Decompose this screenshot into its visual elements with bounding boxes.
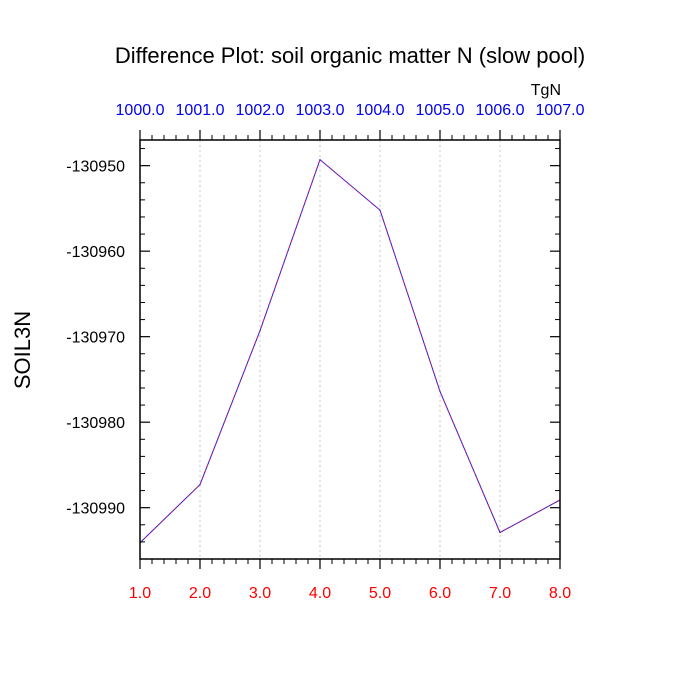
y-axis-label: SOIL3N (10, 311, 35, 389)
x-tick-label-bottom: 5.0 (369, 585, 391, 602)
chart-title: Difference Plot: soil organic matter N (… (115, 43, 585, 68)
x-tick-label-top: 1000.0 (116, 102, 165, 119)
data-point (319, 159, 321, 161)
x-tick-label-bottom: 2.0 (189, 585, 211, 602)
x-tick-label-bottom: 6.0 (429, 585, 451, 602)
plot-frame (139, 139, 561, 560)
series-line (139, 158, 561, 544)
x-tick-label-top: 1007.0 (536, 102, 585, 119)
data-point (199, 484, 201, 486)
x-tick-label-top: 1003.0 (296, 102, 345, 119)
units-label: TgN (531, 82, 561, 99)
x-tick-label-bottom: 7.0 (489, 585, 511, 602)
x-tick-label-top: 1004.0 (356, 102, 405, 119)
x-tick-label-bottom: 1.0 (129, 585, 151, 602)
x-tick-label-top: 1001.0 (176, 102, 225, 119)
x-tick-label-bottom: 3.0 (249, 585, 271, 602)
x-tick-label-top: 1005.0 (416, 102, 465, 119)
data-point (439, 390, 441, 392)
axis-layer (139, 130, 561, 569)
x-tick-label-bottom: 8.0 (549, 585, 571, 602)
data-point (499, 531, 501, 534)
y-tick-label: -130970 (66, 330, 125, 347)
y-tick-label: -130950 (66, 159, 125, 176)
data-point (379, 209, 381, 211)
line-layer (139, 158, 561, 544)
series-line-overlay (139, 158, 561, 544)
data-point (259, 330, 261, 332)
grid-layer (139, 140, 561, 559)
x-tick-label-bottom: 4.0 (309, 585, 331, 602)
y-tick-label: -130980 (66, 415, 125, 432)
y-tick-label: -130990 (66, 501, 125, 518)
x-tick-label-top: 1002.0 (236, 102, 285, 119)
x-tick-label-top: 1006.0 (476, 102, 525, 119)
tick-label-layer: -130950 -130960 -130970 -130980 -130990 1.0 2.… (66, 102, 584, 602)
y-tick-label: -130960 (66, 244, 125, 261)
